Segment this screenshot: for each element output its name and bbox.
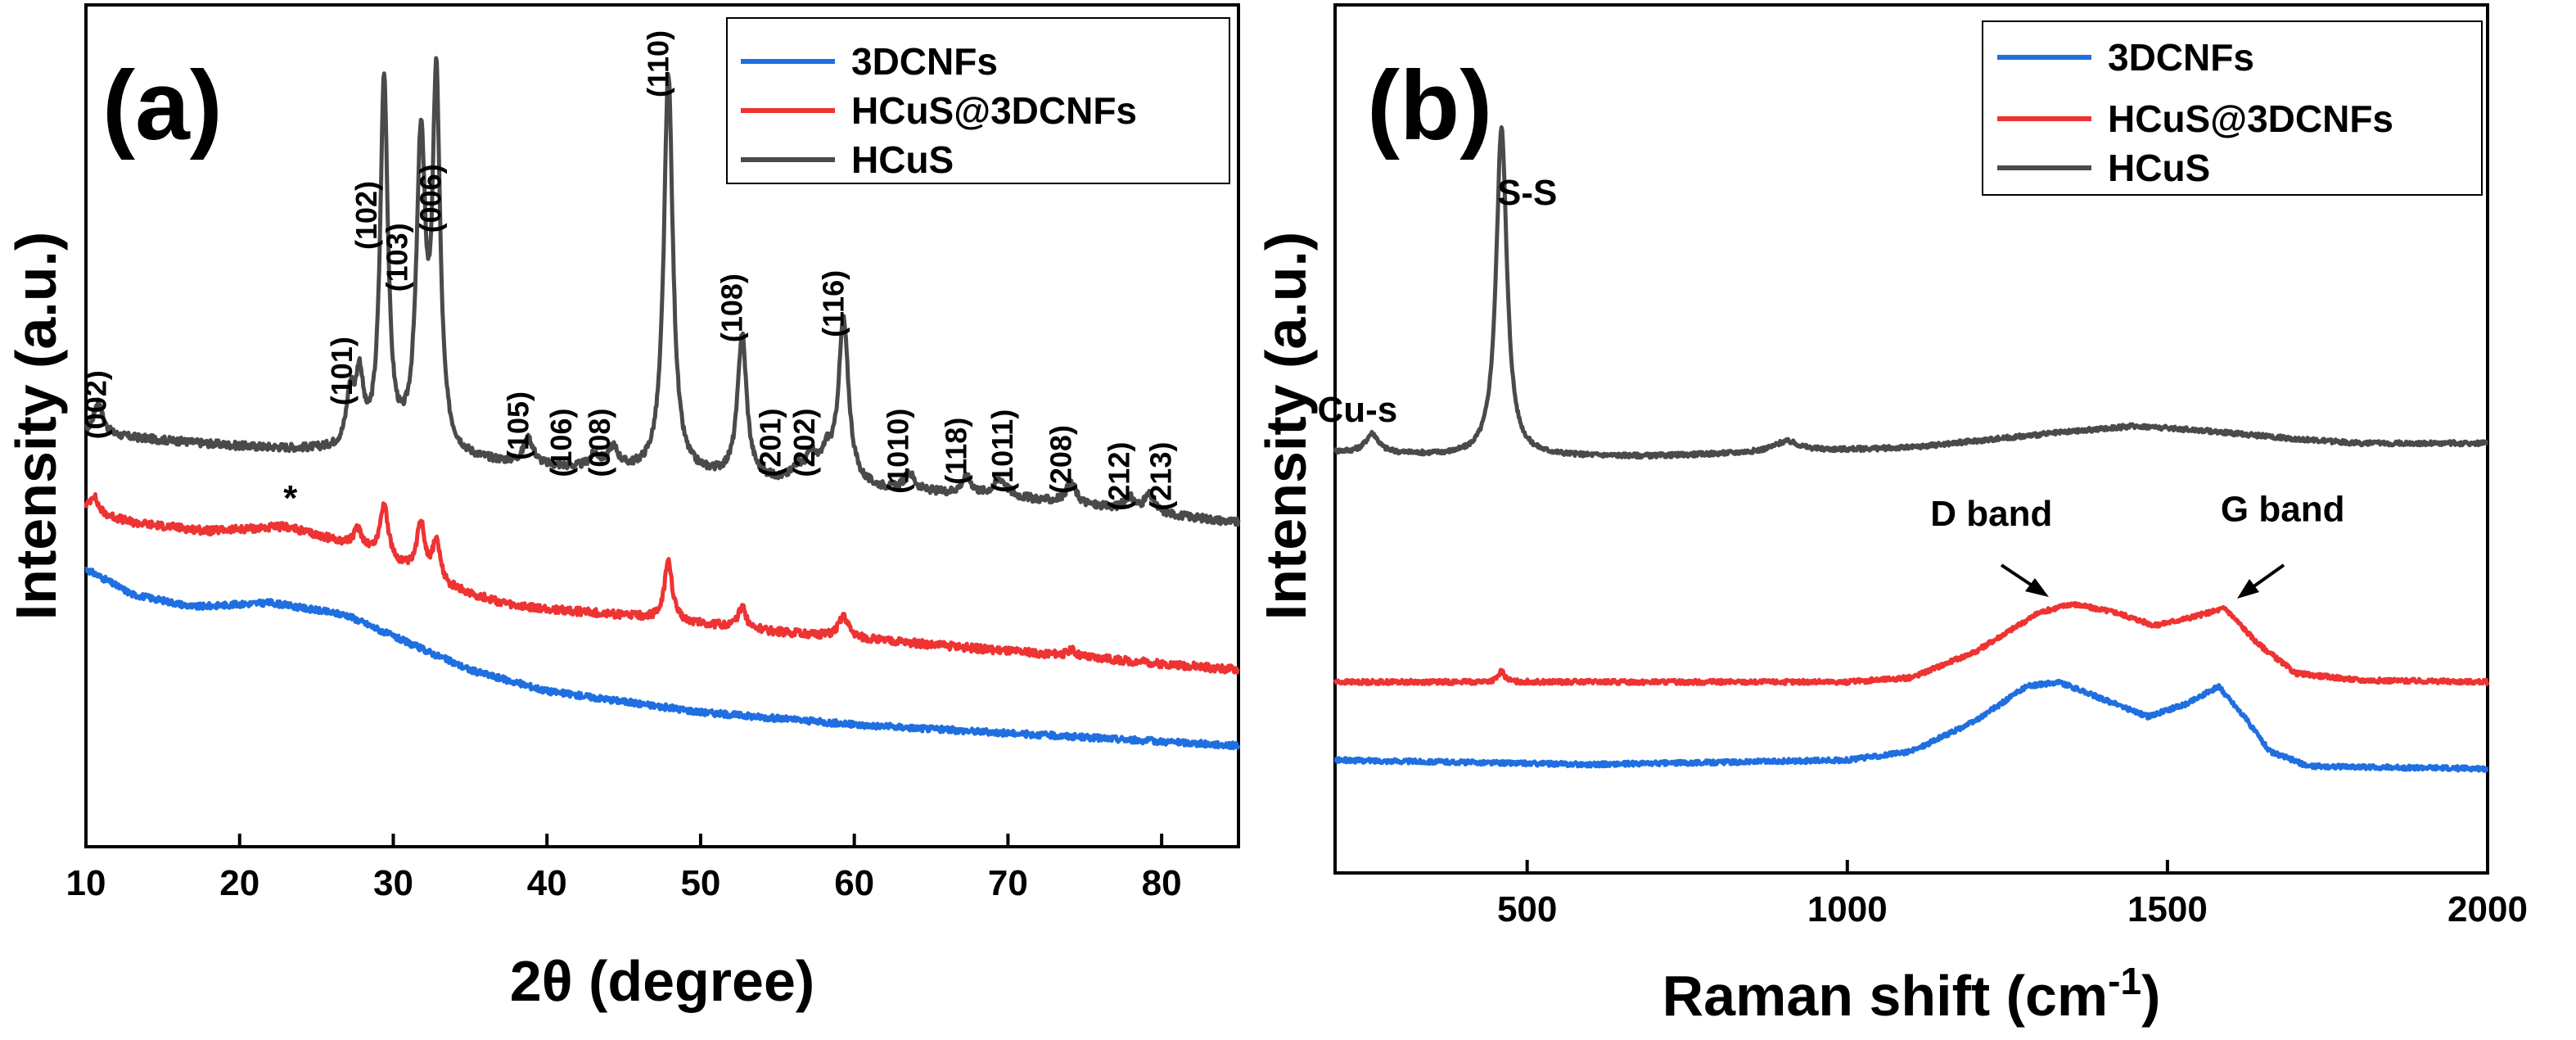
panel-a: 10 20 30 40 50 60 70 80 (002) (101)(102)(103)(00… xyxy=(4,3,1241,1013)
panel-b-legend-hcus-3dcnfs: HCuS@3DCNFs xyxy=(2108,97,2393,140)
panel-b-x-tick-label-500: 500 xyxy=(1497,889,1557,929)
panel-a-series-hcus xyxy=(84,56,1241,527)
panel-a-annotation-17: (212) xyxy=(1103,442,1136,511)
panel-b-annotation-0: S-S xyxy=(1497,173,1557,213)
panel-a-annotation-4: (006) xyxy=(414,164,448,233)
panel-a-x-axis-label: 2θ (degree) xyxy=(510,949,814,1013)
panel-a-annotation-2: (102) xyxy=(350,181,383,250)
panel-a-annotation-10: (201) xyxy=(754,409,787,477)
panel-b-series-3dcnfs xyxy=(1333,678,2489,773)
panel-b-annotation-2: D band xyxy=(1930,494,2052,534)
panel-a-series-3dcnfs xyxy=(84,566,1241,751)
panel-a-annotation-0: (002) xyxy=(79,370,112,439)
panel-a-annotation-1: (101) xyxy=(325,337,359,405)
panel-b: 500 1000 1500 2000 S-SCu-sD band G band (b) … xyxy=(1254,3,2528,1028)
panel-b-legend-hcus: HCuS xyxy=(2108,147,2210,189)
panel-a-legend-hcus-3dcnfs: HCuS@3DCNFs xyxy=(851,89,1137,132)
panel-b-x-tick-label-2000: 2000 xyxy=(2447,889,2528,929)
panel-b-annotation-1: Cu-s xyxy=(1317,390,1397,430)
panel-a-annotation-8: (110) xyxy=(642,30,675,97)
panel-a-annotation-9: (108) xyxy=(715,274,749,342)
panel-b-x-tick-label-1500: 1500 xyxy=(2127,889,2208,929)
panel-a-annotation-5: (105) xyxy=(502,391,535,460)
g-band-arrow xyxy=(2237,563,2285,599)
panel-b-legend-box xyxy=(1982,20,2483,196)
panel-b-annotation-3: G band xyxy=(2221,490,2345,530)
panel-a-legend: 3DCNFs HCuS@3DCNFs HCuS xyxy=(726,17,1230,184)
panel-a-annotation-16: (208) xyxy=(1044,425,1077,494)
panel-a-y-axis-label: Intensity (a.u.) xyxy=(4,232,68,620)
panel-a-series-hcus-3dcnfs xyxy=(83,492,1240,675)
panel-a-x-tick-label-10: 10 xyxy=(66,863,106,903)
panel-a-annotation-12: (116) xyxy=(817,270,850,337)
panel-a-annotation-15: (1011) xyxy=(986,409,1019,493)
panel-a-annotation-13: (1010) xyxy=(881,409,914,494)
panel-a-annotation-14: (118) xyxy=(940,418,973,485)
panel-b-legend: 3DCNFs HCuS@3DCNFs HCuS xyxy=(1982,20,2483,196)
panel-a-legend-3dcnfs: 3DCNFs xyxy=(851,40,998,83)
panel-a-x-tick-label-50: 50 xyxy=(680,863,720,903)
panel-a-x-tick-label-60: 60 xyxy=(834,863,874,903)
panel-a-annotation-19: * xyxy=(283,478,298,518)
panel-b-series-hcus xyxy=(1333,125,2489,460)
panel-b-x-tick-label-1000: 1000 xyxy=(1807,889,1888,929)
panel-a-annotation-3: (103) xyxy=(380,223,413,292)
panel-b-y-axis-label: Intensity (a.u.) xyxy=(1254,232,1318,620)
panel-b-label: (b) xyxy=(1367,51,1492,161)
panel-a-x-tick-label-40: 40 xyxy=(527,863,567,903)
panel-b-x-axis-label: Raman shift (cm-1) xyxy=(1662,960,2161,1028)
panel-b-legend-3dcnfs: 3DCNFs xyxy=(2108,36,2254,79)
panel-a-annotation-11: (202) xyxy=(787,409,821,477)
panel-a-annotation-7: (008) xyxy=(583,409,616,477)
d-band-arrow xyxy=(2000,563,2049,597)
panel-a-legend-hcus: HCuS xyxy=(851,138,954,181)
panel-a-annotation-6: (106) xyxy=(544,409,578,477)
panel-a-annotation-18: (213) xyxy=(1144,442,1177,511)
panel-a-x-tick-label-70: 70 xyxy=(988,863,1028,903)
panel-a-label: (a) xyxy=(102,51,223,161)
panel-b-frame xyxy=(1333,3,2489,875)
panel-a-x-tick-label-80: 80 xyxy=(1142,863,1182,903)
panel-a-x-tick-label-20: 20 xyxy=(219,863,259,903)
panel-a-x-tick-label-30: 30 xyxy=(373,863,413,903)
panel-b-series-hcus-3dcnfs xyxy=(1333,601,2490,686)
panel-a-legend-box xyxy=(726,17,1230,184)
